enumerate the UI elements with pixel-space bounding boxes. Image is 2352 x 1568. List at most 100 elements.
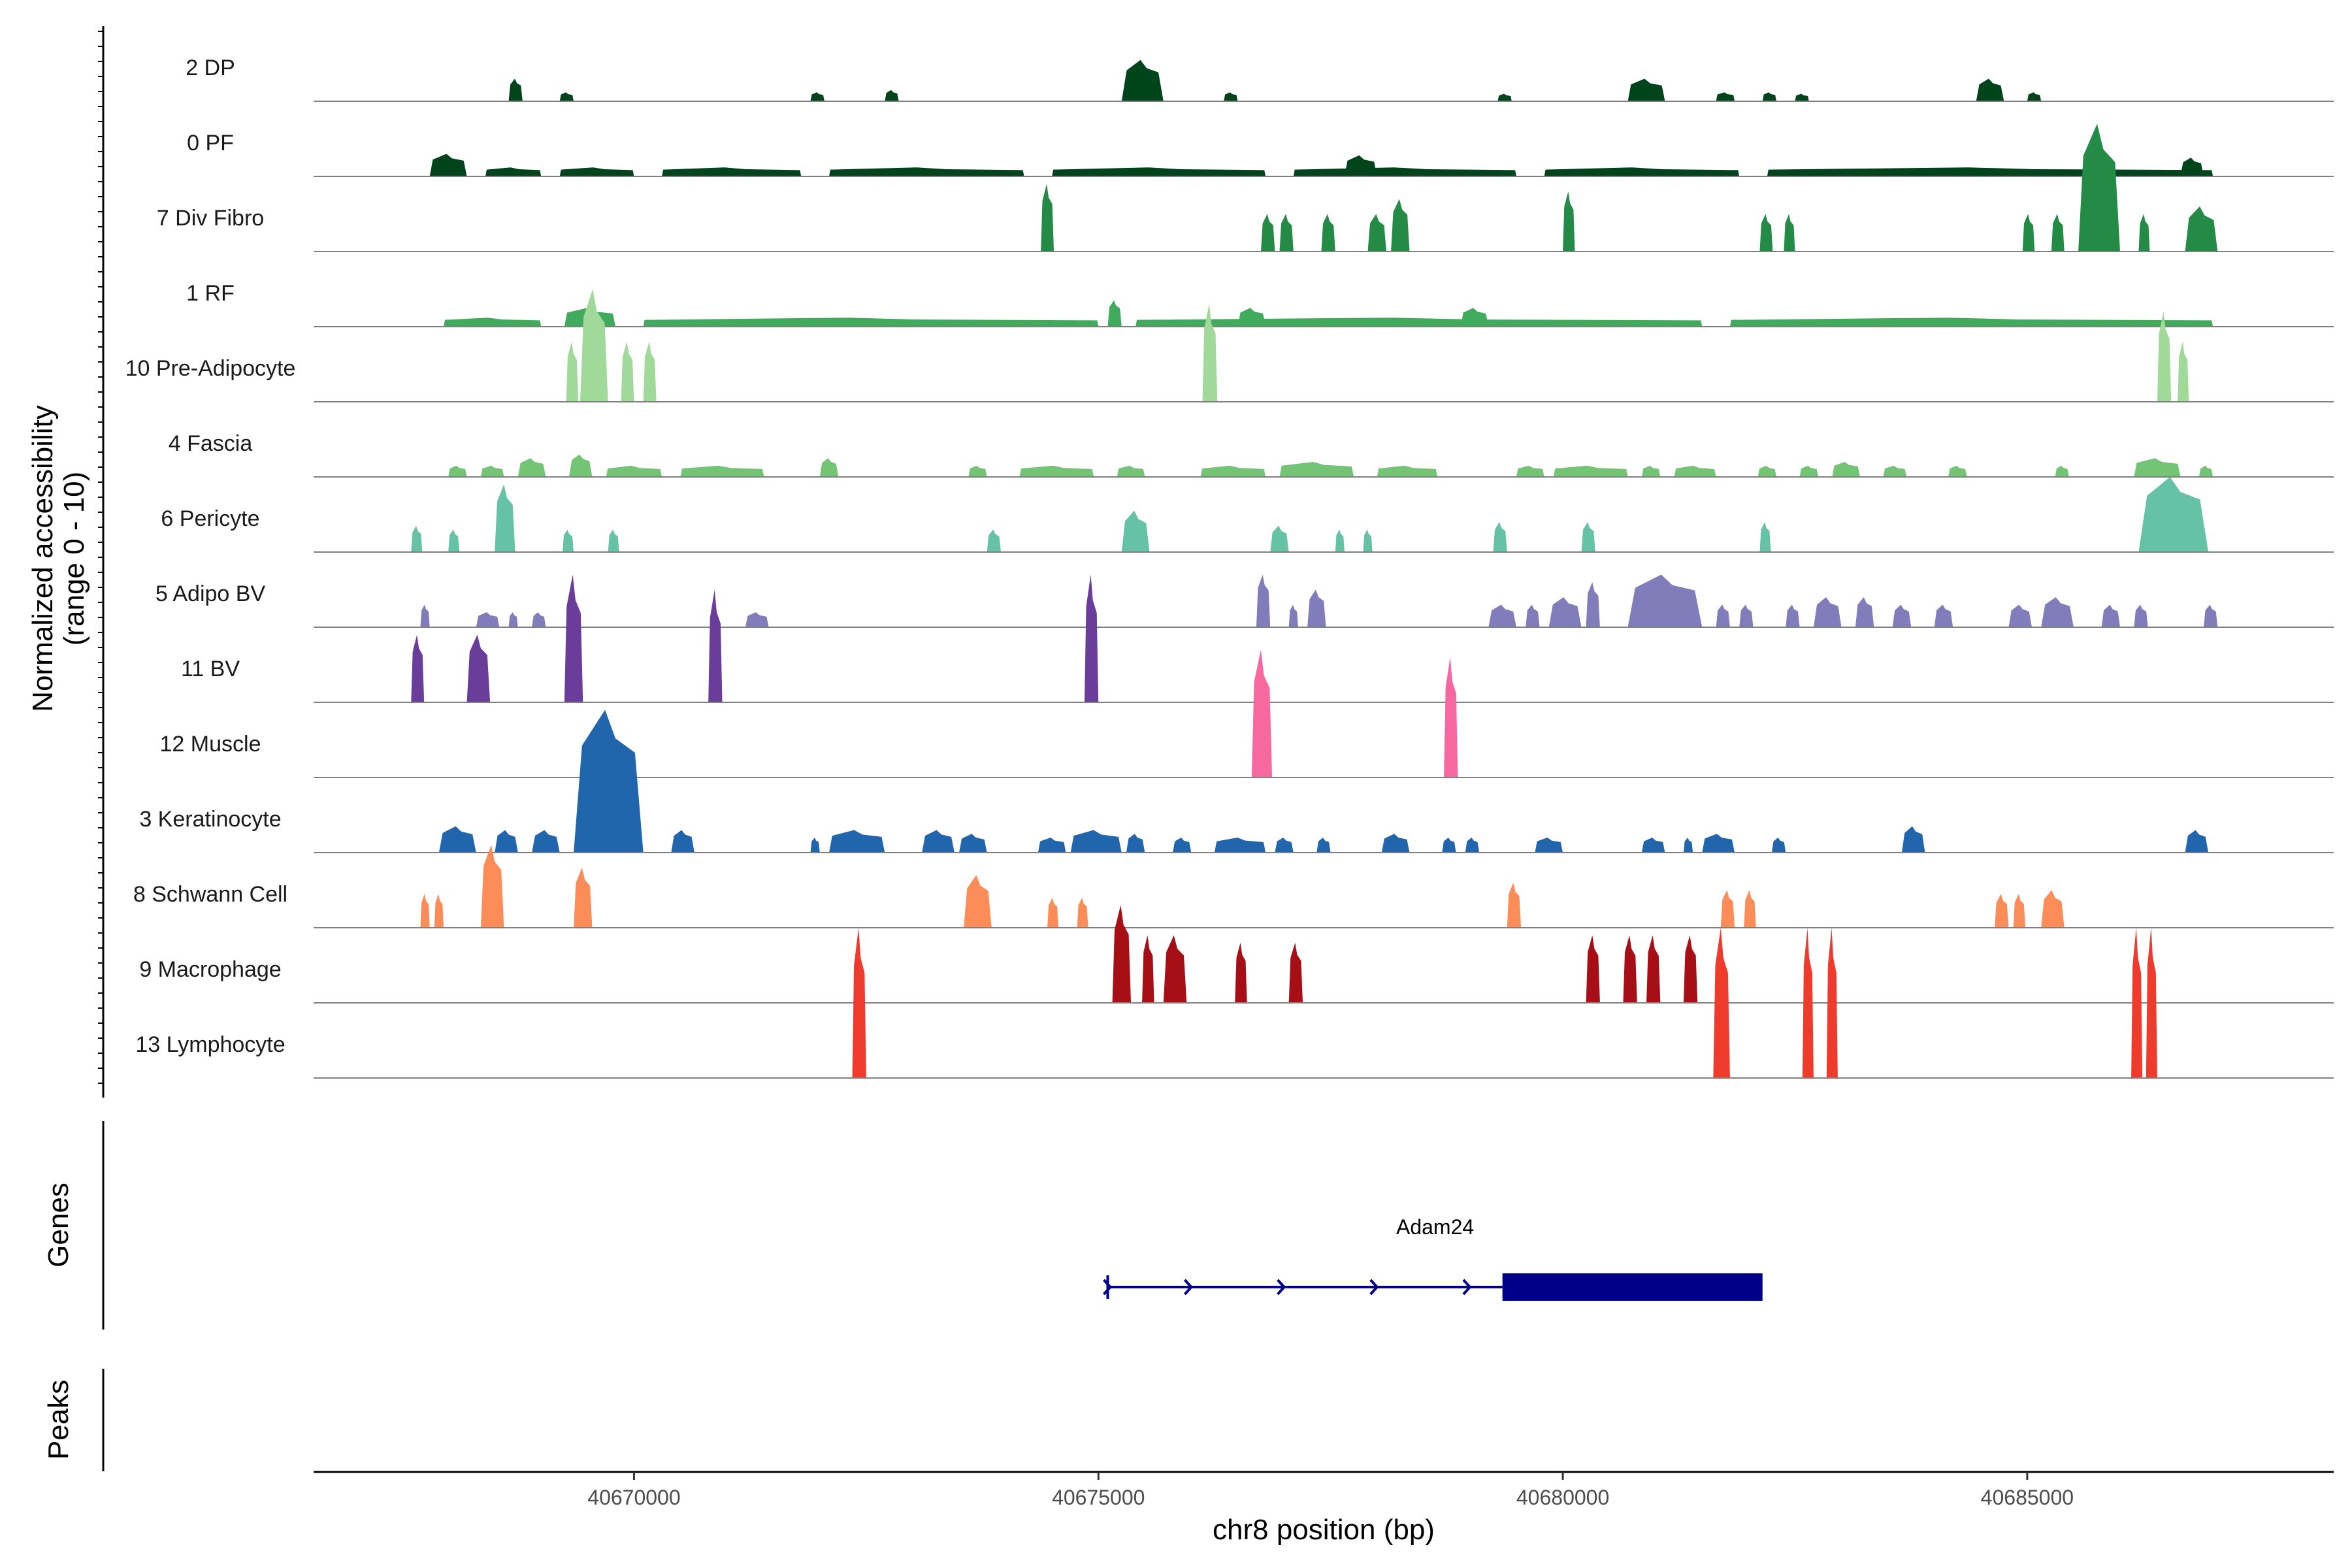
- accessibility-peak: [2178, 342, 2189, 402]
- accessibility-peak: [662, 167, 802, 176]
- accessibility-peak: [1627, 574, 1703, 627]
- accessibility-peak: [1716, 604, 1730, 627]
- accessibility-peak: [1729, 318, 2213, 327]
- accessibility-peak: [444, 318, 542, 327]
- accessibility-peak: [1563, 191, 1575, 252]
- accessibility-peak: [964, 875, 992, 928]
- accessibility-peak: [2134, 458, 2181, 477]
- accessibility-peak: [566, 342, 579, 402]
- accessibility-peak: [828, 167, 1024, 176]
- accessibility-peak: [885, 90, 899, 101]
- accessibility-peak: [922, 830, 955, 853]
- accessibility-peak: [517, 458, 546, 477]
- track-label: 11 BV: [181, 657, 240, 681]
- accessibility-peak: [1759, 214, 1773, 252]
- x-axis-ticks: 40670000 40675000 40680000 40685000: [587, 1472, 2074, 1509]
- accessibility-peak: [1739, 604, 1754, 627]
- accessibility-peak: [1757, 465, 1777, 477]
- accessibility-peak: [1497, 93, 1512, 101]
- gene-track: Genes Adam24: [42, 1121, 1763, 1330]
- accessibility-peak: [1121, 59, 1164, 101]
- y-axis-title-line-1: Normalized accessibility: [27, 405, 59, 711]
- accessibility-peak: [1077, 898, 1088, 928]
- accessibility-peak: [1883, 465, 1907, 477]
- accessibility-peak: [1047, 898, 1059, 928]
- accessibility-peak: [1275, 838, 1294, 853]
- accessibility-peak: [2138, 214, 2150, 252]
- gene-strand-arrow: [1462, 1279, 1472, 1296]
- track-label: 6 Pericyte: [161, 506, 259, 531]
- accessibility-peak: [532, 612, 546, 627]
- track-2: 0 PF: [187, 131, 2334, 177]
- accessibility-peak: [580, 289, 608, 402]
- accessibility-peak: [1702, 834, 1735, 853]
- accessibility-peak: [466, 634, 491, 702]
- accessibility-peak: [643, 318, 1099, 327]
- accessibility-peak: [559, 92, 574, 101]
- accessibility-peak: [1516, 465, 1544, 477]
- accessibility-peak: [1200, 465, 1266, 477]
- accessibility-peak: [1493, 522, 1507, 552]
- accessibility-peak: [2027, 92, 2042, 101]
- accessibility-peak: [1786, 604, 1800, 627]
- accessibility-peak: [968, 465, 987, 477]
- accessibility-peak: [1367, 214, 1386, 252]
- accessibility-peak: [429, 154, 467, 176]
- gene-strand-arrow: [1103, 1279, 1113, 1296]
- accessibility-peak: [1041, 184, 1054, 252]
- accessibility-peak: [562, 529, 574, 552]
- track-label: 4 Fascia: [169, 431, 253, 456]
- accessibility-peak: [564, 574, 583, 702]
- accessibility-peak: [1142, 935, 1154, 1003]
- accessibility-peak: [1832, 462, 1860, 477]
- accessibility-peak: [1037, 838, 1066, 853]
- accessibility-peak: [1363, 529, 1373, 552]
- accessibility-peak: [2013, 894, 2026, 928]
- accessibility-peak: [476, 612, 500, 627]
- accessibility-peak: [480, 465, 504, 477]
- accessibility-peak: [508, 612, 518, 627]
- accessibility-peak: [2203, 604, 2218, 627]
- accessibility-peak: [1771, 838, 1786, 853]
- accessibility-peak: [1762, 92, 1777, 101]
- accessibility-peak: [1627, 78, 1665, 101]
- track-label: 3 Keratinocyte: [139, 807, 281, 832]
- accessibility-peak: [608, 529, 619, 552]
- accessibility-peak: [1581, 522, 1595, 552]
- accessibility-peak: [1288, 943, 1303, 1003]
- peaks-track: Peaks: [42, 1369, 105, 1471]
- accessibility-peak: [1172, 838, 1192, 853]
- accessibility-peak: [1535, 838, 1563, 853]
- accessibility-peak: [1526, 604, 1540, 627]
- accessibility-peak: [411, 525, 423, 552]
- accessibility-peak: [1307, 589, 1326, 627]
- accessibility-peak: [1444, 657, 1458, 777]
- x-axis-title: chr8 position (bp): [1213, 1514, 1435, 1546]
- accessibility-peak: [2138, 477, 2209, 552]
- track-12: 8 Schwann Cell: [133, 845, 2334, 928]
- accessibility-peak: [1901, 826, 1925, 853]
- accessibility-peak: [2185, 206, 2218, 252]
- track-label: 7 Div Fibro: [157, 206, 264, 231]
- accessibility-peak: [1381, 834, 1410, 853]
- accessibility-peak: [1377, 465, 1438, 477]
- accessibility-peak: [480, 845, 504, 928]
- accessibility-peak: [1321, 214, 1335, 252]
- track-label: 1 RF: [186, 281, 235, 306]
- accessibility-peak: [1646, 935, 1661, 1003]
- accessibility-peak: [1084, 574, 1099, 702]
- accessibility-peak: [2041, 597, 2074, 627]
- track-10: 12 Muscle: [160, 649, 2334, 778]
- accessibility-peak: [1235, 943, 1247, 1003]
- left-axis: Normalized accessibility (range 0 - 10): [27, 26, 105, 1098]
- track-14: 13 Lymphocyte: [135, 928, 2334, 1079]
- accessibility-peak: [532, 830, 560, 853]
- accessibility-peak: [1279, 214, 1294, 252]
- accessibility-peak: [1586, 935, 1600, 1003]
- accessibility-peak: [1316, 838, 1331, 853]
- accessibility-peak: [1813, 597, 1842, 627]
- accessibility-peak: [2198, 465, 2213, 477]
- x-tick-label: 40680000: [1516, 1486, 1609, 1509]
- accessibility-peak: [1135, 318, 1703, 327]
- accessibility-peak: [1107, 300, 1122, 327]
